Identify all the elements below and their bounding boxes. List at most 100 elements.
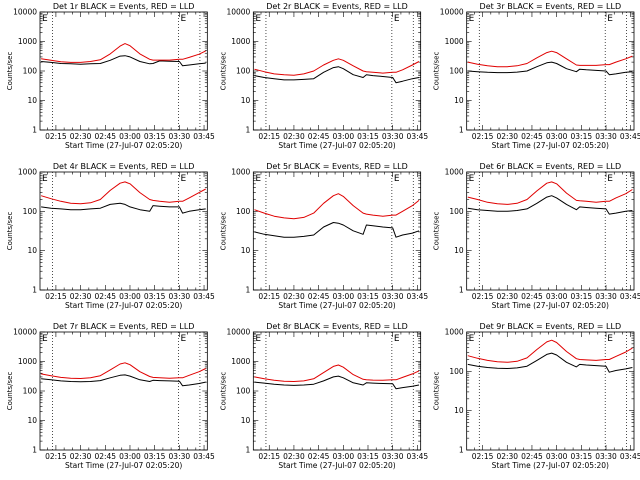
x-tick-label: 03:45 (193, 452, 215, 461)
x-tick-label: 02:30 (283, 452, 305, 461)
panel-title: Det 4r BLACK = Events, RED = LLD (53, 162, 195, 171)
series-events-line (41, 202, 206, 214)
y-axis-label: Counts/sec (6, 52, 14, 91)
x-axis-label: Start Time (27-Jul-07 02:05:20) (278, 461, 395, 470)
x-axis-label: Start Time (27-Jul-07 02:05:20) (492, 141, 609, 150)
panel-title: Det 3r BLACK = Events, RED = LLD (480, 2, 622, 11)
series-lld-line (254, 58, 420, 76)
x-tick-label: 02:15 (472, 292, 494, 301)
x-tick-label: 02:30 (70, 292, 92, 301)
x-tick-label: 03:15 (571, 292, 593, 301)
x-tick-label: 03:45 (620, 132, 640, 141)
y-axis-label: Counts/sec (6, 372, 14, 411)
y-tick-label: 100 (23, 67, 38, 76)
x-tick-label: 02:30 (496, 132, 518, 141)
series-lld-line (467, 50, 633, 68)
y-tick-label: 100 (449, 67, 464, 76)
x-tick-label: 02:45 (94, 452, 116, 461)
x-tick-label: 03:45 (407, 452, 429, 461)
x-tick-label: 03:00 (332, 452, 354, 461)
x-tick-label: 02:30 (283, 292, 305, 301)
y-tick-label: 10 (27, 96, 37, 105)
x-tick-label: 03:30 (169, 292, 191, 301)
series-lld-line (40, 181, 206, 205)
corner-letter-left: E (42, 334, 48, 344)
y-tick-label: 1000 (18, 37, 37, 46)
plot-frame (466, 331, 635, 451)
plot-frame (466, 171, 635, 291)
x-tick-label: 02:45 (94, 292, 116, 301)
y-tick-label: 1 (32, 446, 37, 455)
x-axis-label: Start Time (27-Jul-07 02:05:20) (492, 301, 609, 310)
corner-letter-left: E (255, 14, 261, 24)
y-tick-label: 10000 (13, 8, 37, 17)
panel-title: Det 2r BLACK = Events, RED = LLD (266, 2, 408, 11)
x-tick-label: 03:45 (620, 452, 640, 461)
y-tick-label: 1 (246, 126, 251, 135)
corner-letter-left: E (469, 334, 475, 344)
corner-letter-right: E (181, 334, 187, 344)
x-tick-label: 03:45 (407, 292, 429, 301)
panel-det-6: Det 6r BLACK = Events, RED = LLD 1 10 100 10… (433, 162, 640, 310)
x-axis-label: Start Time (27-Jul-07 02:05:20) (278, 141, 395, 150)
y-tick-label: 100 (236, 387, 251, 396)
series-lld-line (254, 364, 420, 382)
y-tick-label: 10 (27, 416, 37, 425)
panel-det-1: Det 1r BLACK = Events, RED = LLD 1 10 100 10… (6, 2, 215, 150)
x-tick-label: 03:15 (357, 132, 379, 141)
y-tick-label: 1 (32, 126, 37, 135)
x-tick-label: 03:00 (119, 452, 141, 461)
x-tick-label: 03:00 (119, 292, 141, 301)
x-tick-label: 02:15 (472, 132, 494, 141)
x-axis-label: Start Time (27-Jul-07 02:05:20) (65, 461, 182, 470)
plot-frame (252, 331, 422, 451)
x-tick-label: 03:15 (571, 452, 593, 461)
x-tick-label: 03:00 (332, 132, 354, 141)
series-lld-line (41, 43, 206, 63)
panel-det-8: Det 8r BLACK = Events, RED = LLD 1 10 100 10… (219, 322, 428, 470)
y-tick-label: 1000 (445, 328, 464, 337)
corner-letter-right: E (394, 174, 400, 184)
panel-det-5: Det 5r BLACK = Events, RED = LLD 1 10 100 10… (219, 162, 428, 310)
corner-letter-right: E (181, 14, 187, 24)
x-tick-label: 02:15 (45, 132, 67, 141)
x-tick-label: 03:15 (357, 452, 379, 461)
corner-letter-right: E (607, 334, 613, 344)
plot-frame (39, 11, 208, 131)
y-tick-label: 1 (459, 126, 464, 135)
x-tick-label: 03:30 (595, 292, 617, 301)
x-tick-label: 03:30 (382, 292, 404, 301)
panel-det-4: Det 4r BLACK = Events, RED = LLD 1 10 100 10… (6, 162, 215, 310)
x-tick-label: 02:30 (496, 452, 518, 461)
y-axis-label: Counts/sec (219, 372, 227, 411)
x-tick-label: 03:30 (169, 452, 191, 461)
x-axis-label: Start Time (27-Jul-07 02:05:20) (492, 461, 609, 470)
y-tick-label: 10 (454, 246, 464, 255)
panel-title: Det 9r BLACK = Events, RED = LLD (480, 322, 622, 331)
y-tick-label: 1000 (18, 168, 37, 177)
y-tick-label: 100 (23, 207, 38, 216)
series-events-line (254, 66, 420, 84)
x-tick-label: 02:45 (308, 292, 330, 301)
y-tick-label: 10 (241, 246, 251, 255)
x-tick-label: 03:30 (169, 132, 191, 141)
series-lld-line (254, 193, 420, 220)
y-tick-label: 100 (236, 67, 251, 76)
y-tick-label: 1 (246, 286, 251, 295)
y-tick-label: 10000 (226, 8, 250, 17)
y-tick-label: 10000 (440, 8, 464, 17)
panel-det-2: Det 2r BLACK = Events, RED = LLD 1 10 100 10… (219, 2, 428, 150)
series-events-line (467, 352, 633, 373)
x-tick-label: 03:15 (357, 292, 379, 301)
corner-letter-right: E (607, 14, 613, 24)
series-events-line (467, 195, 633, 215)
x-tick-label: 02:15 (45, 292, 67, 301)
panel-det-3: Det 3r BLACK = Events, RED = LLD 1 10 100 10… (433, 2, 640, 150)
plot-frame (466, 11, 635, 131)
y-axis-label: Counts/sec (6, 212, 14, 251)
panel-det-7: Det 7r BLACK = Events, RED = LLD 1 10 100 10… (6, 322, 215, 470)
series-events-line (41, 374, 206, 387)
x-tick-label: 02:15 (258, 132, 280, 141)
corner-letter-left: E (42, 174, 48, 184)
x-tick-label: 03:45 (193, 292, 215, 301)
